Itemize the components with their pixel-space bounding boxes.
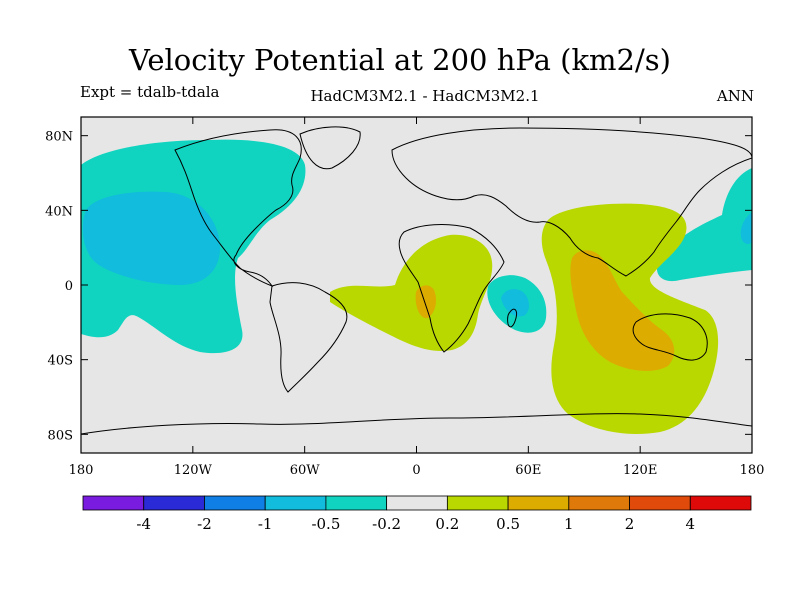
australia-coast: [632, 313, 708, 361]
colorbar-swatch: [446, 495, 509, 511]
colorbar-swatch: [204, 495, 266, 511]
lat-tick-label: 80N: [45, 130, 73, 145]
lon-tick-label: 120W: [174, 463, 213, 478]
colorbar-label: -0.5: [311, 515, 340, 533]
stronger-positive-region-africa: [415, 285, 436, 319]
lon-tick-label: 180: [69, 463, 94, 478]
lat-tick-label: 40N: [45, 204, 73, 219]
colorbar-label: 1: [564, 515, 574, 533]
madagascar-coast: [507, 308, 517, 328]
colorbar-swatch: [568, 495, 630, 511]
lon-tick-label: 0: [412, 463, 420, 478]
experiment-label: Expt = tdalb-tdala: [80, 83, 220, 101]
south-america-coast: [269, 282, 348, 393]
greenland-coast: [299, 126, 361, 170]
colorbar-label: -1: [258, 515, 273, 533]
stronger-positive-region-indo-pacific: [570, 250, 675, 371]
colorbar-swatch: [507, 495, 570, 511]
strong-negative-region-east-edge: [740, 212, 752, 244]
africa-coast: [398, 224, 505, 353]
lat-tick-label: 0: [65, 279, 73, 294]
lon-tick-label: 120E: [623, 463, 657, 478]
lon-tick-label: 60E: [515, 463, 541, 478]
lat-tick-label: 40S: [48, 354, 73, 369]
colorbar-label: -2: [197, 515, 212, 533]
colorbar: -4 -2 -1 -0.5 -0.2 0.2 0.5 1 2 4: [82, 495, 752, 533]
colorbar-swatch: [82, 495, 145, 511]
colorbar-label: -0.2: [372, 515, 401, 533]
coastlines: [81, 126, 752, 435]
negative-region-east-pacific: [656, 168, 752, 282]
positive-region-atlantic-africa: [330, 234, 493, 351]
latitude-ticks: 80N 40N 0 40S 80S: [45, 130, 752, 443]
lon-tick-label: 180: [740, 463, 765, 478]
colorbar-swatch: [629, 495, 691, 511]
colorbar-label: 0.5: [496, 515, 520, 533]
antarctica-coast: [81, 413, 752, 435]
lon-tick-label: 60W: [290, 463, 321, 478]
strong-negative-region-indian-ocean: [501, 289, 529, 317]
colorbar-swatch: [325, 495, 388, 511]
map-title: Velocity Potential at 200 hPa (km2/s): [129, 43, 671, 77]
colorbar-label: -4: [136, 515, 151, 533]
colorbar-swatch: [143, 495, 205, 511]
colorbar-swatch: [689, 495, 752, 511]
lat-tick-label: 80S: [48, 428, 73, 443]
strong-negative-region-pacific: [82, 191, 220, 285]
colorbar-label: 4: [685, 515, 695, 533]
contour-fields: [81, 126, 752, 435]
colorbar-label: 2: [625, 515, 635, 533]
colorbar-swatch: [386, 495, 448, 511]
season-label: ANN: [716, 87, 754, 105]
north-america-coast: [174, 129, 302, 288]
colorbar-swatch: [264, 495, 327, 511]
colorbar-label: 0.2: [435, 515, 459, 533]
eurasia-coast: [391, 127, 752, 277]
model-label: HadCM3M2.1 - HadCM3M2.1: [310, 87, 540, 105]
longitude-ticks: 180 120W 60W 0 60E 120E 180: [69, 117, 765, 478]
